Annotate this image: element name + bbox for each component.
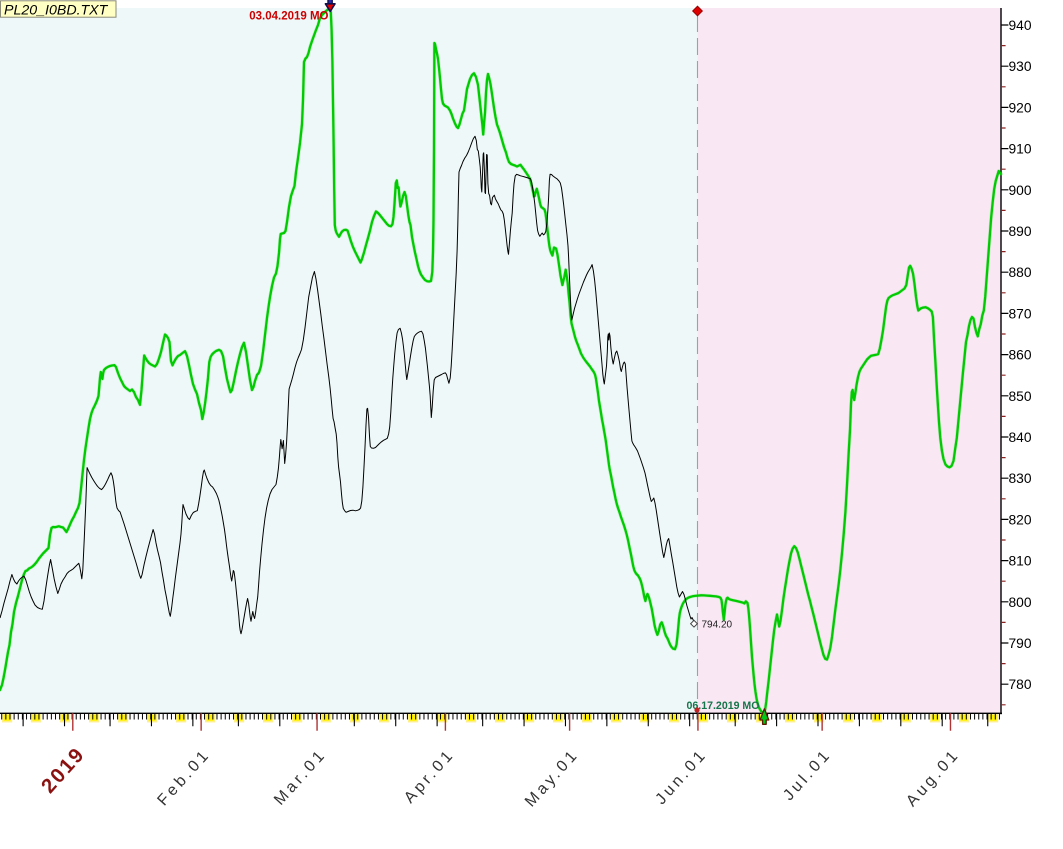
svg-text:920: 920: [1009, 100, 1032, 115]
svg-text:850: 850: [1009, 389, 1032, 404]
svg-text:890: 890: [1009, 224, 1032, 239]
svg-text:830: 830: [1009, 471, 1032, 486]
svg-text:794.20: 794.20: [702, 619, 733, 630]
svg-text:930: 930: [1009, 59, 1032, 74]
svg-text:840: 840: [1009, 430, 1032, 445]
svg-text:780: 780: [1009, 677, 1032, 692]
svg-text:870: 870: [1009, 306, 1032, 321]
svg-text:PL20_I0BD.TXT: PL20_I0BD.TXT: [4, 3, 109, 19]
svg-text:810: 810: [1009, 554, 1032, 569]
svg-text:820: 820: [1009, 512, 1032, 527]
svg-text:940: 940: [1009, 18, 1032, 33]
svg-text:800: 800: [1009, 595, 1032, 610]
svg-text:900: 900: [1009, 183, 1032, 198]
svg-text:06.17.2019 MO: 06.17.2019 MO: [686, 700, 759, 712]
svg-text:790: 790: [1009, 636, 1032, 651]
svg-text:910: 910: [1009, 142, 1032, 157]
svg-text:03.04.2019 MO: 03.04.2019 MO: [249, 11, 328, 23]
svg-text:880: 880: [1009, 265, 1032, 280]
svg-text:860: 860: [1009, 348, 1032, 363]
